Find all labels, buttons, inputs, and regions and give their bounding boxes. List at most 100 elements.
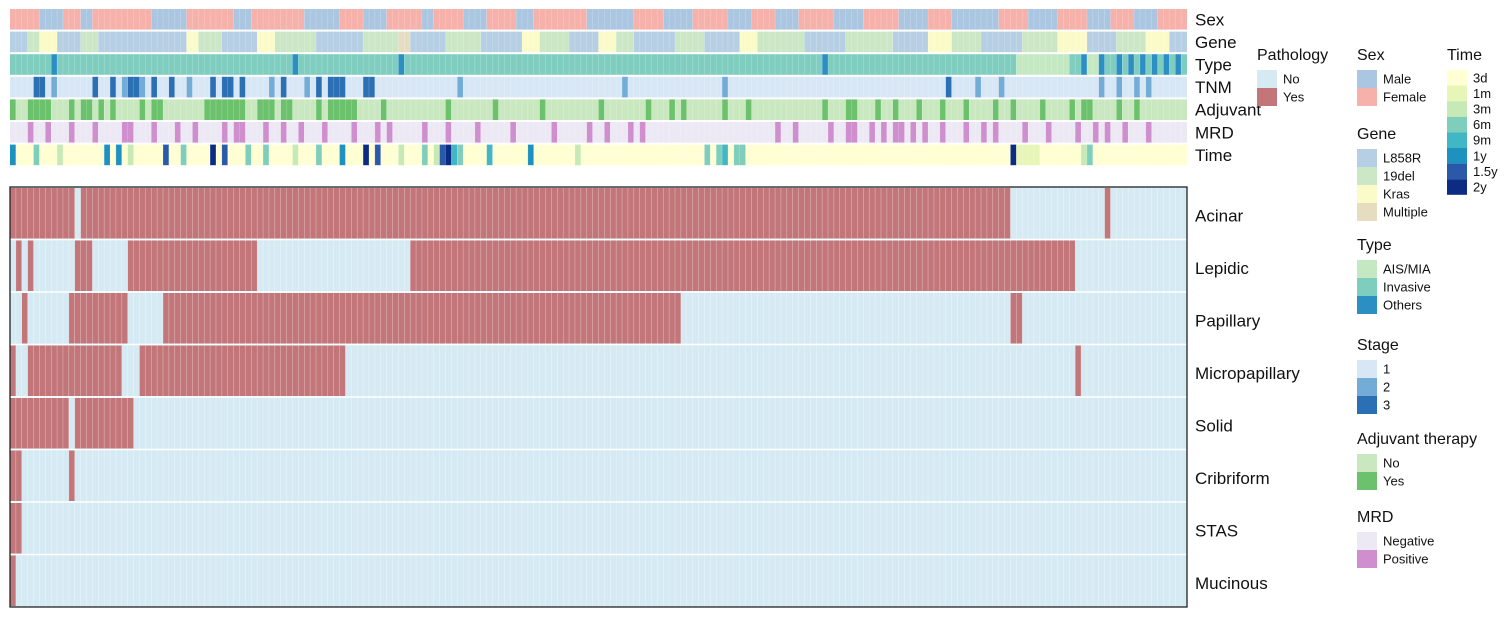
track-gene-cell-kras [598, 31, 617, 53]
track-adjuvant-cell-no [898, 99, 917, 120]
track-mrd-cell-negative [1081, 122, 1093, 143]
track-adjuvant-cell-no [92, 99, 99, 120]
track-adjuvant-cell-yes [316, 99, 322, 120]
track-time-cell-3d [121, 144, 128, 166]
track-tnm-cell-3 [327, 76, 346, 98]
track-mrd-cell-positive [551, 122, 558, 143]
track-mrd-cell-positive [45, 122, 52, 143]
track-time-cell-1-5y [221, 144, 228, 166]
track-tnm-cell-3 [110, 76, 116, 98]
row-label-solid: Solid [1195, 416, 1233, 435]
legend-label-type-invasive: Invasive [1383, 280, 1431, 295]
track-mrd-cell-negative [916, 122, 923, 143]
track-adjuvant-cell-no [163, 99, 205, 120]
matrix-row-cribriform [10, 450, 75, 501]
track-time-cell-1-5y [163, 144, 169, 166]
legend-swatch-adjuvant-therapy-yes [1357, 472, 1377, 490]
track-sex-cell-male [421, 9, 434, 30]
track-gene-cell-kras [39, 31, 58, 53]
track-time-cell-3d [368, 144, 375, 166]
track-adjuvant-cell-no [386, 99, 446, 120]
track-gene-cell-19del [274, 31, 317, 53]
legend-swatch-time-3m [1447, 101, 1467, 117]
track-sex-cell-female [1157, 9, 1187, 30]
track-type-cell-invasive [10, 54, 52, 75]
track-gene-cell-l858r [480, 31, 522, 53]
track-adjuvant-cell-yes [1069, 99, 1076, 120]
track-sex-cell-female [433, 9, 464, 30]
track-type-cell-invasive [1169, 54, 1176, 75]
track-time-cell-3d [186, 144, 211, 166]
track-gene-cell-kras [739, 31, 758, 53]
track-adjuvant-cell-yes [204, 99, 246, 120]
track-time-cell-3d [133, 144, 163, 166]
track-gene-cell-l858r [1086, 31, 1117, 53]
row-label-stas: STAS [1195, 521, 1238, 540]
track-mrd-cell-positive [1145, 122, 1152, 143]
track-time-cell-6m [457, 144, 464, 166]
track-type-cell-others [51, 54, 58, 75]
track-adjuvant-cell-no [15, 99, 28, 120]
track-type-cell-invasive [1157, 54, 1164, 75]
track-mrd-cell-positive [221, 122, 228, 143]
track-sex-cell-male [586, 9, 634, 30]
track-sex-cell-male [463, 9, 487, 30]
track-type-cell-invasive [1145, 54, 1152, 75]
track-type-cell-others [1139, 54, 1146, 75]
matrix-cell-yes [139, 345, 346, 396]
track-time-cell-3d [745, 144, 1011, 166]
track-time-cell-6m [716, 144, 723, 166]
legend-adjuvant-therapy: Adjuvant therapy No Yes [1357, 431, 1477, 490]
matrix-cell-yes [1075, 345, 1082, 396]
track-mrd-cell-positive [869, 122, 876, 143]
track-tnm-cell-2 [139, 76, 146, 98]
track-tnm-cell-1 [321, 76, 328, 98]
legend-swatch-time-3d [1447, 70, 1467, 86]
matrix-cell-yes [10, 450, 16, 501]
track-mrd-cell-negative [557, 122, 587, 143]
track-gene-cell-19del [27, 31, 40, 53]
track-time-cell-3d [321, 144, 340, 166]
track-type-cell-ais-mia [1016, 54, 1070, 75]
track-type-cell-others [292, 54, 299, 75]
track-tnm-cell-1 [174, 76, 187, 98]
track-mrd-cell-negative [857, 122, 870, 143]
row-label-mucinous: Mucinous [1195, 574, 1268, 593]
track-mrd-cell-negative [633, 122, 640, 143]
track-adjuvant-cell-no [245, 99, 258, 120]
matrix-cell-yes [10, 398, 16, 449]
track-time-cell-1y [104, 144, 111, 166]
track-mrd-cell-positive [775, 122, 781, 143]
track-time-cell-3d [298, 144, 317, 166]
matrix-cell-yes [27, 345, 69, 396]
track-adjuvant-cell-no [1075, 99, 1082, 120]
legend-swatch-mrd-positive [1357, 550, 1377, 568]
track-gene-cell-l858r [1169, 31, 1188, 53]
track-tnm-cell-1 [951, 76, 976, 98]
legend-swatch-stage-2 [1357, 378, 1377, 396]
track-time-cell-6m [180, 144, 187, 166]
legend-label-gene-kras: Kras [1383, 187, 1410, 202]
track-tnm-cell-1 [115, 76, 122, 98]
track-mrd-cell-positive [992, 122, 999, 143]
legend-stage: Stage 1 2 3 [1357, 337, 1399, 414]
track-gene-cell-19del [757, 31, 805, 53]
legend-swatch-gene-kras [1357, 185, 1377, 203]
track-type-cell-ais-mia [1086, 54, 1099, 75]
track-gene-cell-19del [845, 31, 893, 53]
track-gene-cell-kras [257, 31, 275, 53]
matrix-cell-yes [10, 555, 16, 606]
matrix-cell-yes [68, 345, 122, 396]
track-time-cell-6m [263, 144, 269, 166]
track-mrd-cell-negative [1028, 122, 1046, 143]
track-adjuvant-cell-no [922, 99, 940, 120]
track-mrd-cell-positive [233, 122, 246, 143]
track-gene [10, 31, 1188, 53]
track-tnm-cell-1 [286, 76, 305, 98]
track-tnm-cell-1 [274, 76, 281, 98]
track-mrd-cell-negative [1098, 122, 1105, 143]
track-adjuvant [10, 99, 1187, 120]
track-mrd-cell-negative [227, 122, 234, 143]
legend-label-sex-male: Male [1383, 72, 1411, 87]
